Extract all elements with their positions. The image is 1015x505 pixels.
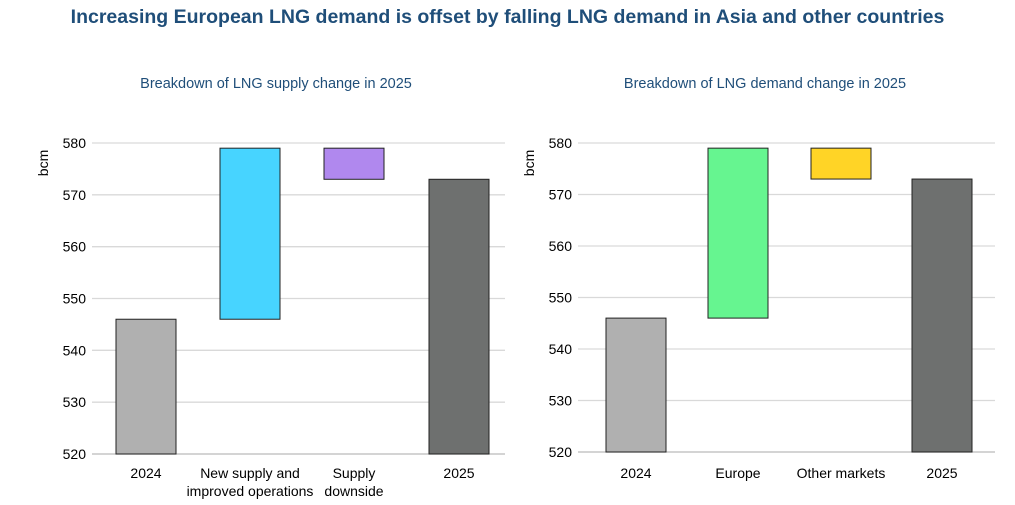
y-tick-label: 540	[549, 341, 573, 357]
x-tick-label: 2025	[926, 465, 957, 481]
bar-2025	[428, 178, 490, 455]
y-tick-label: 580	[63, 135, 87, 151]
y-tick-label: 530	[549, 393, 573, 409]
page-title: Increasing European LNG demand is offset…	[70, 6, 945, 28]
y-tick-label: 570	[549, 187, 573, 203]
chart-subtitle: Breakdown of LNG supply change in 2025	[140, 76, 412, 92]
y-axis-label: bcm	[521, 150, 537, 176]
bar-2024	[605, 317, 667, 453]
y-tick-label: 520	[549, 444, 573, 460]
x-tick-label: Other markets	[797, 465, 886, 481]
x-tick-label: Europe	[715, 465, 760, 481]
y-tick-label: 570	[63, 187, 87, 203]
y-tick-label: 520	[63, 446, 87, 462]
bar-new-supply-and	[219, 147, 281, 320]
bar-supply	[323, 147, 385, 180]
bar-europe	[707, 147, 769, 319]
y-tick-label: 550	[63, 291, 87, 307]
x-tick-label: 2025	[443, 465, 474, 481]
y-axis-label: bcm	[35, 150, 51, 176]
x-tick-label: New supply and	[200, 465, 300, 481]
bar-2025	[911, 178, 973, 453]
y-tick-label: 560	[549, 238, 573, 254]
chart-subtitle: Breakdown of LNG demand change in 2025	[624, 76, 906, 92]
bar-other-markets	[810, 147, 872, 180]
y-tick-label: 530	[63, 394, 87, 410]
y-tick-label: 550	[549, 290, 573, 306]
x-tick-label: downside	[324, 483, 383, 499]
y-tick-label: 560	[63, 239, 87, 255]
x-tick-label: improved operations	[187, 483, 314, 499]
y-tick-label: 540	[63, 342, 87, 358]
y-tick-label: 580	[549, 135, 573, 151]
x-tick-label: Supply	[333, 465, 376, 481]
x-tick-label: 2024	[130, 465, 161, 481]
bar-2024	[115, 318, 177, 455]
x-tick-label: 2024	[620, 465, 651, 481]
